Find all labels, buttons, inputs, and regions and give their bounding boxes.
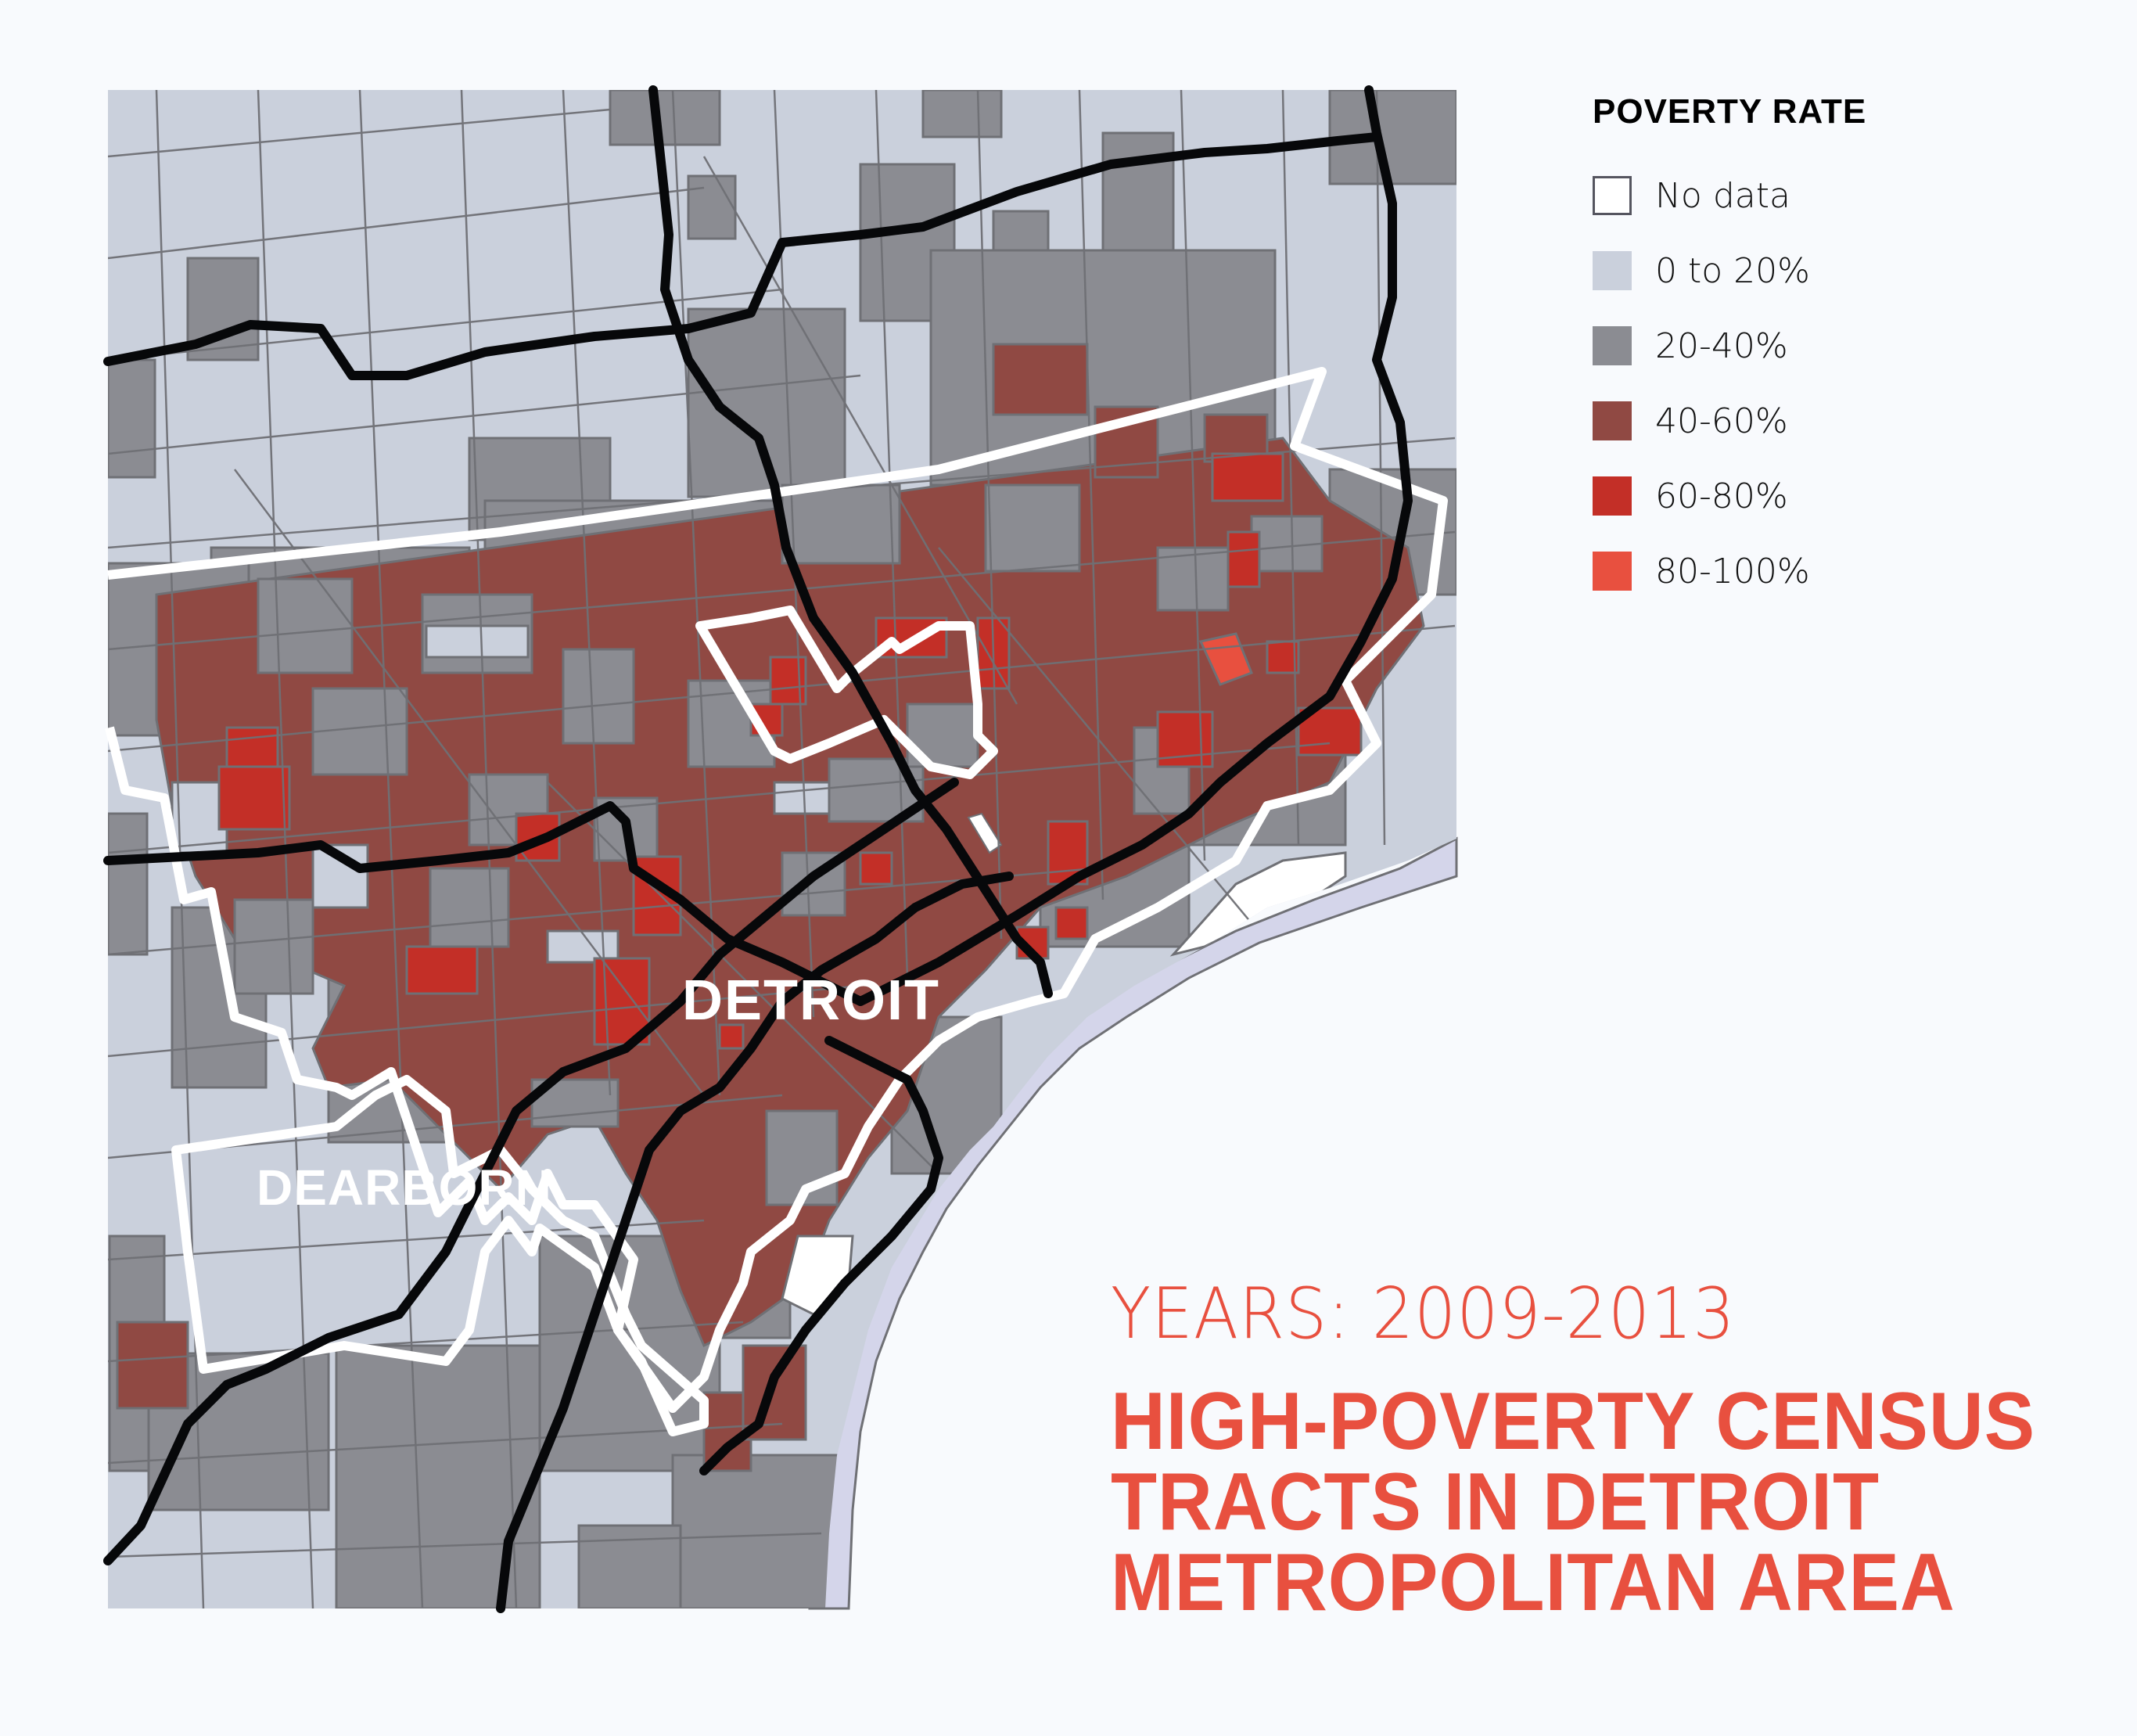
- freeways: [103, 85, 1413, 1613]
- legend-item-60-80: 60-80%: [1593, 458, 1866, 534]
- legend-item-no-data: No data: [1593, 158, 1866, 233]
- legend-label: No data: [1655, 175, 1790, 216]
- legend-swatch-80-100: [1593, 552, 1632, 591]
- legend-label: 0 to 20%: [1655, 250, 1810, 291]
- dearborn-boundary: [171, 1075, 709, 1436]
- freeway-i75-south: [496, 872, 1014, 1613]
- years-subtitle: YEARS: 2009-2013: [1111, 1273, 1736, 1355]
- legend-label: 40-60%: [1655, 401, 1788, 441]
- freeway-i75-north: [648, 85, 1053, 998]
- legend-swatch-no-data: [1593, 176, 1632, 215]
- legend-item-40-60: 40-60%: [1593, 383, 1866, 458]
- freeway-i696: [103, 132, 1381, 380]
- legend-item-80-100: 80-100%: [1593, 534, 1866, 609]
- legend-label: 80-100%: [1655, 551, 1810, 591]
- legend-item-20-40: 20-40%: [1593, 308, 1866, 383]
- legend-swatch-40-60: [1593, 401, 1632, 440]
- legend-item-0-20: 0 to 20%: [1593, 233, 1866, 308]
- headline-line-3: METROPOLITAN AREA: [1111, 1537, 1956, 1628]
- detroit-boundary: [105, 367, 1448, 1413]
- legend-swatch-20-40: [1593, 326, 1632, 365]
- legend-label: 20-40%: [1655, 325, 1788, 366]
- dearborn-label: DEARBORN: [257, 1159, 552, 1216]
- legend-swatch-0-20: [1593, 251, 1632, 290]
- legend: POVERTY RATE No data 0 to 20% 20-40% 40-…: [1593, 92, 1866, 609]
- freeway-ford: [699, 1036, 943, 1475]
- headline-line-2: TRACTS IN DETROIT: [1111, 1457, 1880, 1547]
- freeway-southfield-lodge: [103, 778, 959, 1565]
- highland-park-hamtramck-boundary: [695, 606, 998, 779]
- freeway-i94: [103, 85, 1413, 1006]
- legend-title: POVERTY RATE: [1593, 92, 1867, 131]
- legend-label: 60-80%: [1655, 476, 1788, 516]
- headline-line-1: HIGH-POVERTY CENSUS: [1111, 1376, 2036, 1467]
- city-boundaries: [105, 367, 1448, 1436]
- title-block: YEARS: 2009-2013 HIGH-POVERTY CENSUS TRA…: [1111, 1273, 2105, 1628]
- legend-swatch-60-80: [1593, 476, 1632, 516]
- detroit-label: DETROIT: [682, 969, 940, 1032]
